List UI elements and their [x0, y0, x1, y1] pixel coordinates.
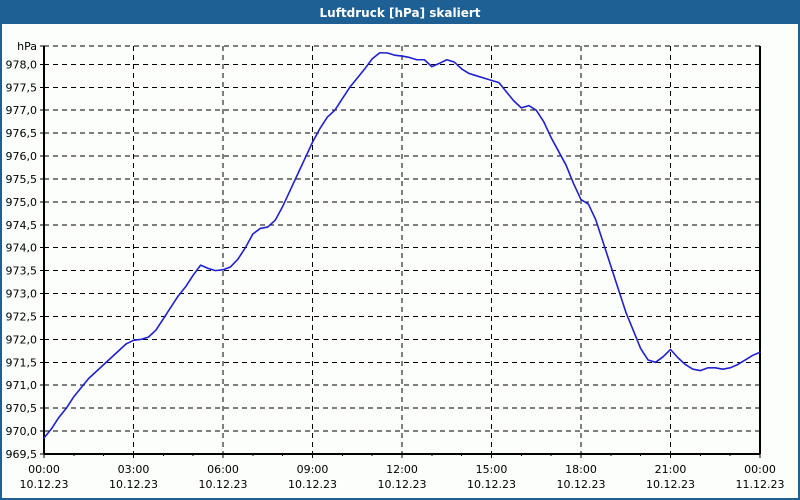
y-tick-label: 973,0 — [6, 288, 38, 301]
page-title: Luftdruck [hPa] skaliert — [319, 6, 481, 20]
y-tick-label: 974,0 — [6, 242, 38, 255]
window-title-bar: Luftdruck [hPa] skaliert — [2, 2, 798, 24]
data-series — [43, 52, 761, 439]
x-tick-sublabel: 11.12.23 — [736, 478, 785, 491]
x-tick-label: 12:00 — [386, 463, 418, 476]
y-tick-label: 974,5 — [6, 219, 38, 232]
x-tick-sublabel: 10.12.23 — [199, 478, 248, 491]
x-tick-sublabel: 10.12.23 — [378, 478, 427, 491]
axis-ticks — [40, 45, 761, 458]
y-tick-label: 975,0 — [6, 196, 38, 209]
series-line — [43, 52, 761, 439]
x-tick-label: 15:00 — [476, 463, 508, 476]
y-tick-label: 976,5 — [6, 127, 38, 140]
gridlines — [44, 45, 760, 455]
x-tick-label: 00:00 — [744, 463, 776, 476]
x-tick-label: 09:00 — [297, 463, 329, 476]
y-tick-label: 973,5 — [6, 265, 38, 278]
y-tick-label: 972,0 — [6, 333, 38, 346]
x-tick-sublabel: 10.12.23 — [467, 478, 516, 491]
pressure-line-chart: 969,5 970,0 970,5 971,0 971,5 972,0 972,5 973,0… — [6, 40, 785, 491]
x-tick-label: 18:00 — [565, 463, 597, 476]
x-tick-label: 06:00 — [207, 463, 239, 476]
y-axis-labels: 969,5 970,0 970,5 971,0 971,5 972,0 972,5 973,0… — [6, 40, 38, 461]
x-tick-sublabel: 10.12.23 — [20, 478, 69, 491]
x-tick-label: 21:00 — [655, 463, 687, 476]
x-tick-label: 03:00 — [118, 463, 150, 476]
x-tick-sublabel: 10.12.23 — [109, 478, 158, 491]
y-axis-unit-label: hPa — [17, 40, 37, 53]
y-tick-label: 972,5 — [6, 310, 38, 323]
x-tick-sublabel: 10.12.23 — [646, 478, 695, 491]
y-tick-label: 975,5 — [6, 173, 38, 186]
x-tick-sublabel: 10.12.23 — [557, 478, 606, 491]
y-tick-label: 976,0 — [6, 150, 38, 163]
y-tick-label: 977,5 — [6, 81, 38, 94]
plot-container: 969,5 970,0 970,5 971,0 971,5 972,0 972,5 973,0… — [2, 24, 798, 498]
y-tick-label: 969,5 — [6, 448, 38, 461]
y-tick-label: 971,0 — [6, 379, 38, 392]
y-tick-label: 978,0 — [6, 58, 38, 71]
y-tick-label: 970,0 — [6, 425, 38, 438]
axis-lines — [43, 46, 761, 455]
x-tick-label: 00:00 — [28, 463, 60, 476]
x-tick-sublabel: 10.12.23 — [288, 478, 337, 491]
y-tick-label: 977,0 — [6, 104, 38, 117]
y-tick-label: 970,5 — [6, 402, 38, 415]
x-axis-labels: 00:00 10.12.23 03:00 10.12.23 06:00 10.12.23 0… — [20, 463, 785, 491]
y-tick-label: 971,5 — [6, 356, 38, 369]
